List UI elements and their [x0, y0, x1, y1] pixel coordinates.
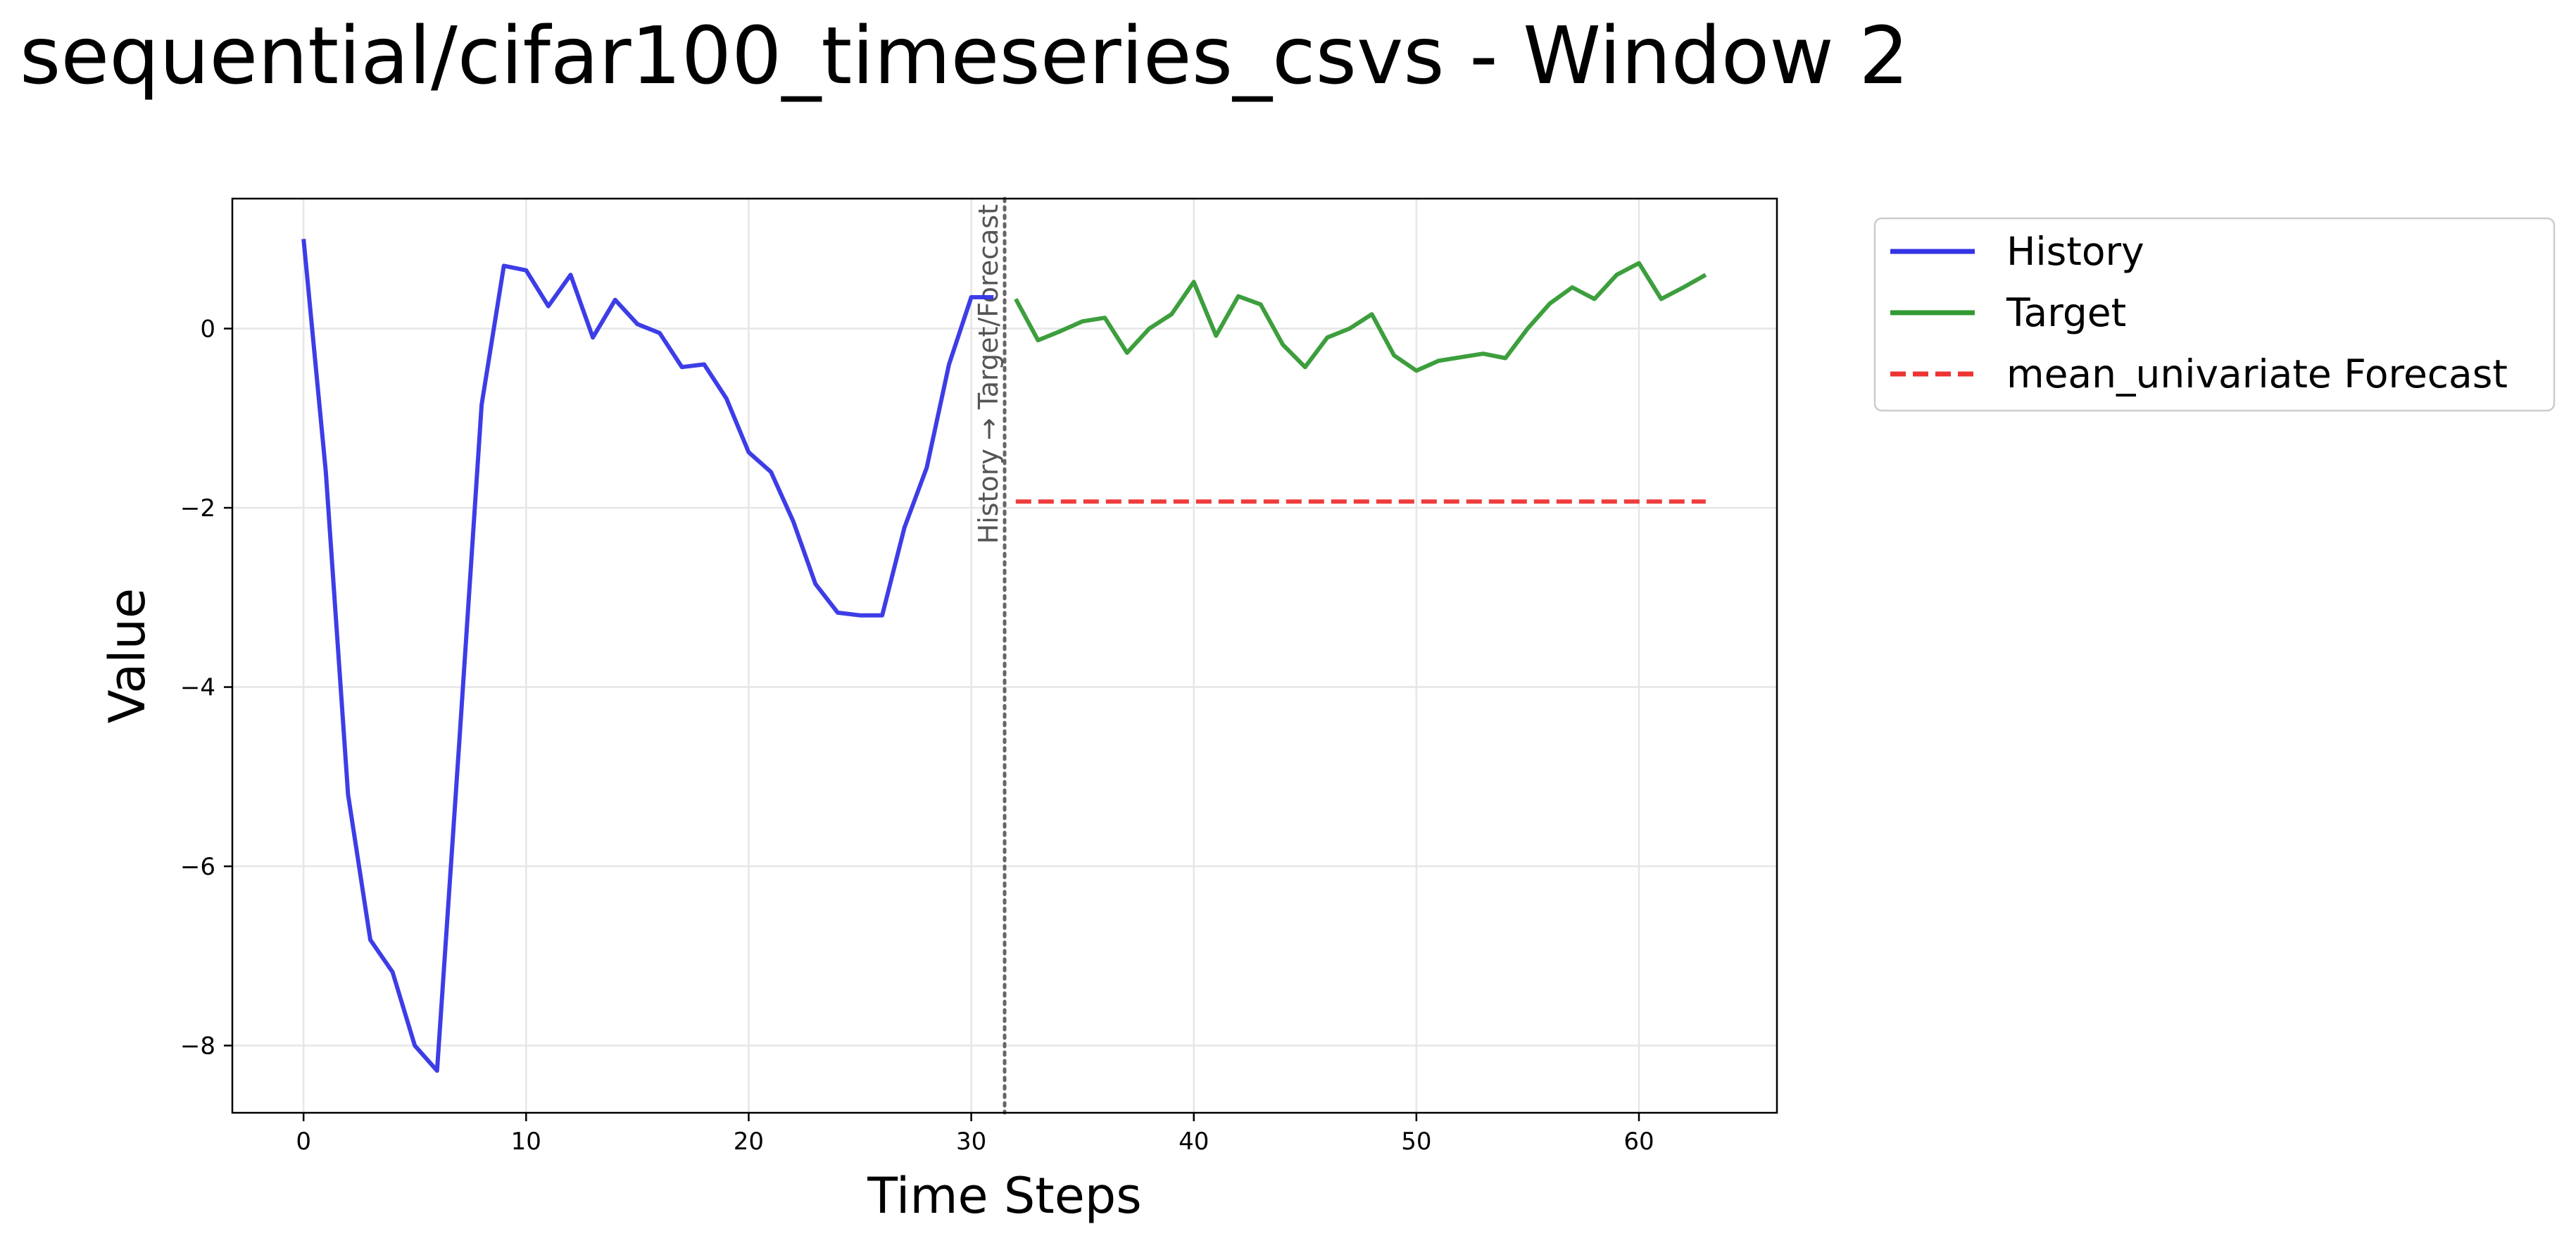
divider-label: History → Target/Forecast	[973, 204, 1004, 544]
legend-label: Target	[2006, 290, 2126, 335]
legend-label: History	[2006, 229, 2144, 274]
y-axis-label: Value	[99, 588, 156, 723]
x-tick-label: 10	[511, 1128, 541, 1156]
series-1	[1014, 261, 1707, 373]
x-tick-label: 30	[956, 1128, 986, 1156]
x-tick-label: 60	[1623, 1128, 1654, 1156]
y-tick-label: −8	[180, 1032, 215, 1061]
x-tick-label: 50	[1401, 1128, 1431, 1156]
series-0	[301, 239, 994, 1073]
series-line	[1014, 261, 1707, 373]
y-tick-label: −6	[180, 853, 215, 881]
legend-frame	[1873, 217, 2556, 412]
chart-title: sequential/cifar100_timeseries_csvs - Wi…	[20, 11, 1909, 102]
y-axis: −8 −6 −4 −2 0	[180, 316, 232, 1061]
plot-frame	[231, 197, 1778, 1114]
series-2	[1015, 499, 1706, 504]
y-tick-label: 0	[200, 316, 215, 344]
series-line	[301, 239, 994, 1073]
series-group	[301, 239, 1707, 1073]
y-tick-label: −4	[180, 674, 215, 702]
x-tick-label: 20	[734, 1128, 764, 1156]
y-tick-label: −2	[180, 494, 215, 523]
x-tick-label: 0	[296, 1128, 311, 1156]
x-tick-label: 40	[1179, 1128, 1209, 1156]
legend-label: mean_univariate Forecast	[2006, 351, 2508, 397]
x-axis-label: Time Steps	[867, 1167, 1141, 1225]
legend: History Target mean_univariate Forecast	[1873, 217, 2556, 412]
divider: History → Target/Forecast	[973, 196, 1007, 1115]
x-axis: 0 10 20 30 40 50 60	[296, 1113, 1654, 1156]
